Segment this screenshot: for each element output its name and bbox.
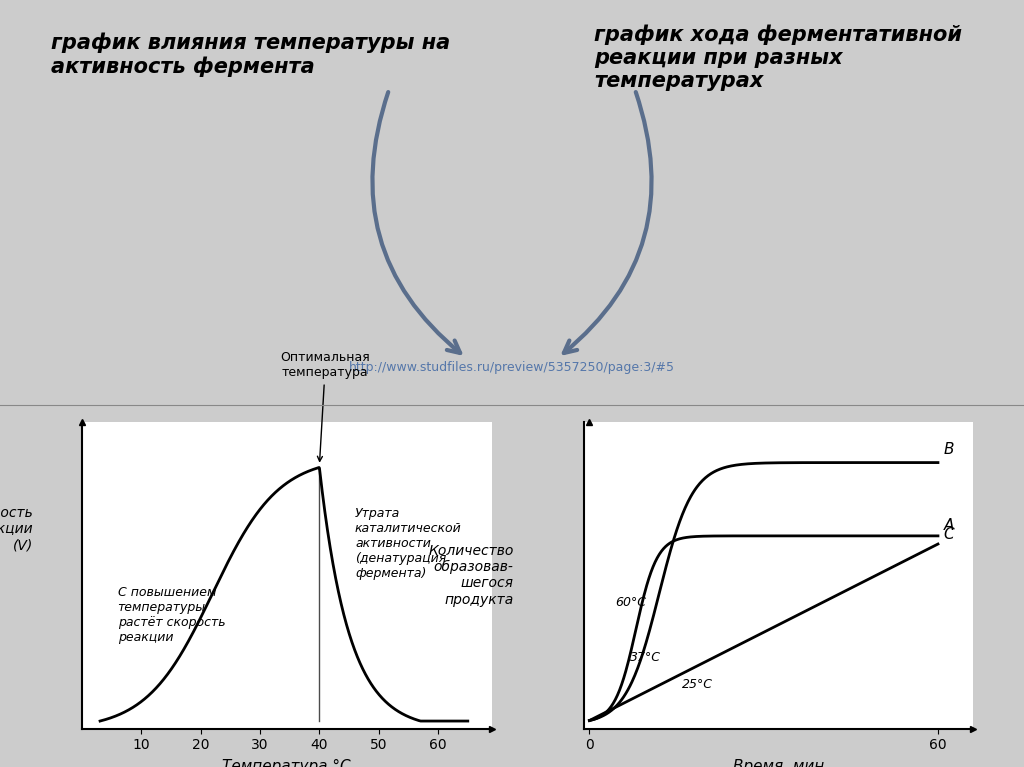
Text: Оптимальная
температура: Оптимальная температура — [281, 351, 371, 461]
Text: http://www.studfiles.ru/preview/5357250/page:3/#5: http://www.studfiles.ru/preview/5357250/… — [349, 361, 675, 374]
Text: 60°C: 60°C — [615, 597, 646, 610]
X-axis label: Температура °С: Температура °С — [222, 759, 351, 767]
Text: 37°C: 37°C — [630, 650, 662, 663]
Y-axis label: Скорость
реакции
(V): Скорость реакции (V) — [0, 506, 33, 552]
Text: 25°C: 25°C — [682, 678, 714, 691]
Text: С повышением
температуры
растёт скорость
реакции: С повышением температуры растёт скорость… — [118, 585, 225, 644]
Y-axis label: Количество
образовав-
шегося
продукта: Количество образовав- шегося продукта — [428, 544, 514, 607]
Text: график хода ферментативной
реакции при разных
температурах: график хода ферментативной реакции при р… — [594, 25, 962, 91]
Text: B: B — [944, 443, 954, 457]
Text: Утрата
каталитической
активности
(денатурация
фермента): Утрата каталитической активности (денату… — [355, 507, 462, 580]
Text: C: C — [944, 527, 954, 542]
X-axis label: Время, мин: Время, мин — [732, 759, 824, 767]
Text: график влияния температуры на
активность фермента: график влияния температуры на активность… — [51, 32, 451, 77]
Text: A: A — [944, 518, 954, 534]
